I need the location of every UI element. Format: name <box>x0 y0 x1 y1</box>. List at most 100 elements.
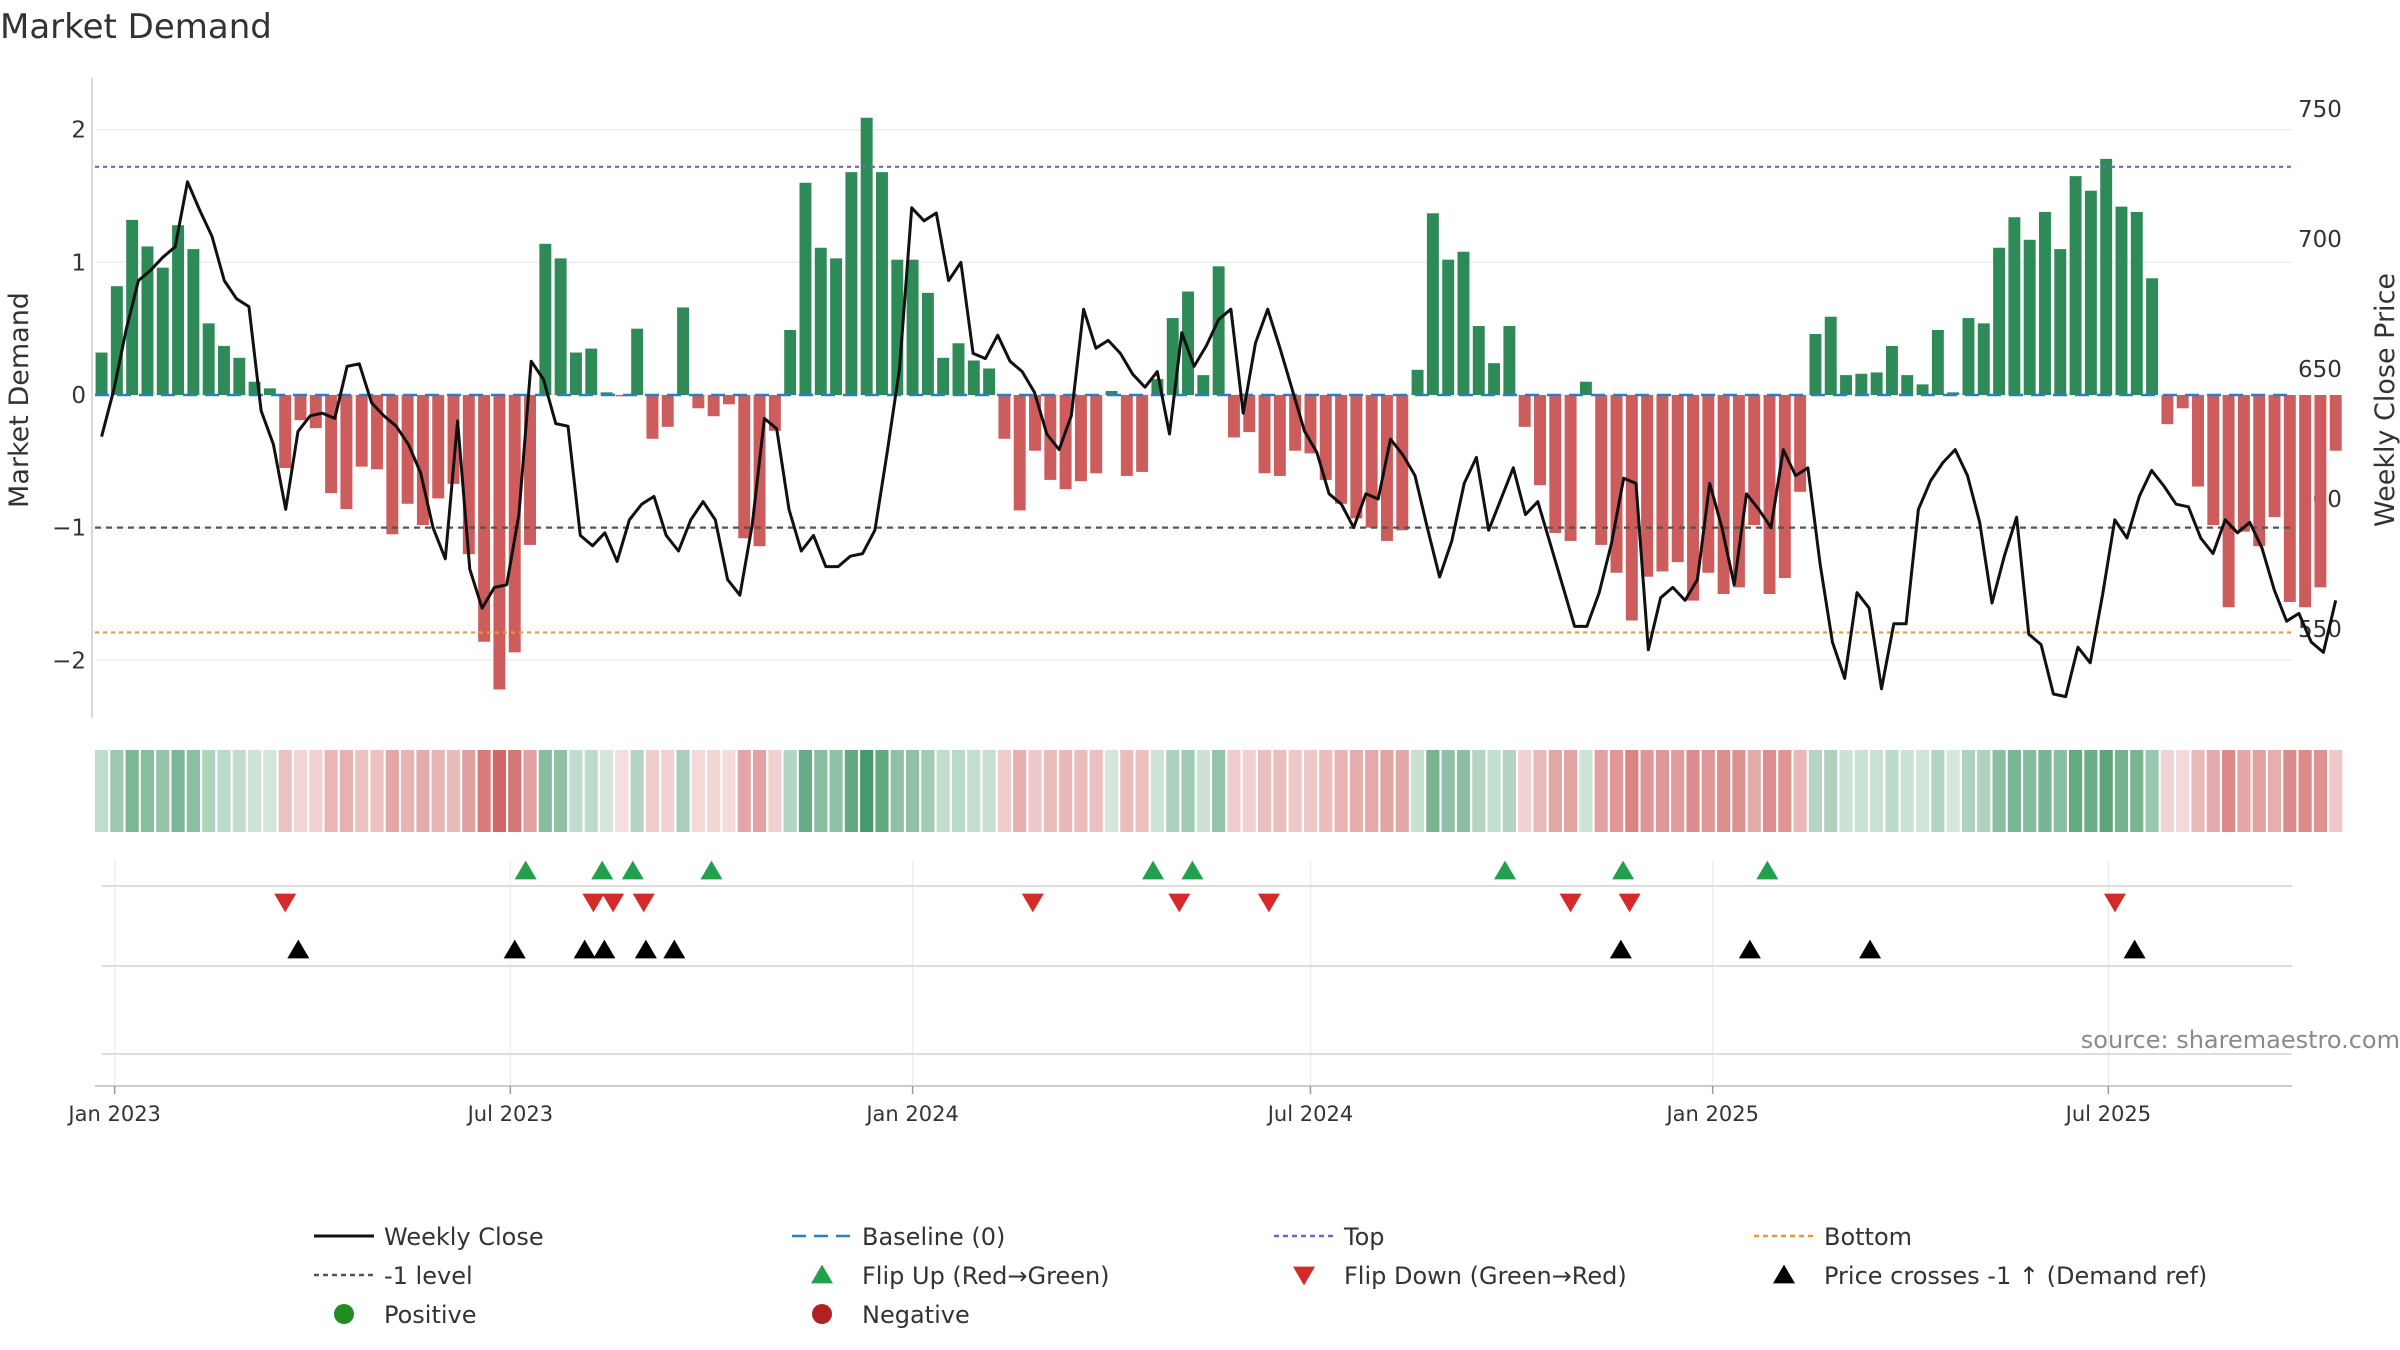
negative-demand-bar <box>1732 395 1745 588</box>
positive-demand-bar <box>1947 392 1960 395</box>
negative-demand-bar <box>722 395 735 405</box>
positive-demand-bar <box>600 392 613 395</box>
positive-demand-bar <box>983 368 996 395</box>
negative-demand-bar <box>386 395 399 535</box>
heat-strip-cell <box>2099 750 2113 832</box>
positive-demand-bar <box>799 182 812 395</box>
flip-up-marker <box>1142 860 1165 880</box>
negative-demand-bar <box>998 395 1011 439</box>
flip-down-marker <box>274 893 297 913</box>
price-cross-marker <box>663 939 686 959</box>
heat-strip-cell <box>1747 750 1761 832</box>
heat-strip-cell <box>1900 750 1914 832</box>
negative-demand-bar <box>1335 395 1348 504</box>
legend-label: Flip Up (Red→Green) <box>862 1262 1110 1290</box>
heat-strip-cell <box>661 750 675 832</box>
price-cross-marker <box>1738 939 1761 959</box>
negative-demand-bar <box>1641 395 1654 577</box>
heat-strip-cell <box>1028 750 1042 832</box>
positive-demand-bar <box>2146 278 2159 395</box>
heat-strip-cell <box>967 750 981 832</box>
positive-demand-bar <box>1182 291 1195 395</box>
flip-down-marker <box>602 893 625 913</box>
heat-strip-cell <box>431 750 445 832</box>
heat-strip-cell <box>2023 750 2037 832</box>
positive-demand-bar <box>1977 323 1990 395</box>
legend-label: Bottom <box>1824 1223 1912 1251</box>
heat-strip-cell <box>1349 750 1363 832</box>
flip-down-marker <box>1257 893 1280 913</box>
heat-strip-cell <box>584 750 598 832</box>
heat-strip-cell <box>477 750 491 832</box>
heat-strip-cell <box>1013 750 1027 832</box>
flip-up-marker <box>591 860 614 880</box>
positive-demand-bar <box>921 292 934 395</box>
heat-strip-cell <box>2160 750 2174 832</box>
heat-strip-cell <box>385 750 399 832</box>
heat-strip-cell <box>2267 750 2282 832</box>
heat-strip-cell <box>691 750 705 832</box>
positive-demand-bar <box>1824 316 1837 395</box>
negative-demand-bar <box>2253 395 2266 547</box>
x-axis: Jan 2023 Jul 2023 Jan 2024 Jul 2024 Jan 2025… <box>66 1085 2292 1126</box>
heat-strip-cell <box>1273 750 1287 832</box>
heat-strip-cell <box>1166 750 1180 832</box>
negative-demand-bar <box>462 395 475 555</box>
heat-strip-cell <box>278 750 292 832</box>
flip-down-marker <box>632 893 655 913</box>
flip-down-marker <box>1168 893 1191 913</box>
heat-strip-cell <box>1915 750 1930 832</box>
positive-demand-bar <box>263 388 276 395</box>
positive-demand-bar <box>569 352 582 395</box>
heat-strip-cell <box>1303 750 1318 832</box>
negative-demand-bar <box>1120 395 1133 476</box>
y-tick-label: −2 <box>52 648 86 674</box>
heat-strip-cell <box>232 750 246 832</box>
positive-demand-bar <box>172 225 185 395</box>
heat-strip-cell <box>1548 750 1562 832</box>
heat-strip-cell <box>752 750 767 832</box>
heat-strip-cell <box>416 750 430 832</box>
price-cross-marker <box>593 939 616 959</box>
positive-demand-bar <box>814 247 827 395</box>
heat-strip-cell <box>2206 750 2220 832</box>
negative-demand-bar <box>508 395 521 653</box>
positive-demand-bar <box>1901 375 1914 395</box>
negative-demand-bar <box>325 395 338 494</box>
negative-demand-bar <box>2299 395 2312 608</box>
heat-strip-cell <box>1564 750 1578 832</box>
negative-demand-bar <box>294 395 307 421</box>
positive-demand-bar <box>2130 211 2143 395</box>
positive-demand-bar <box>110 286 123 395</box>
heat-strip-cell <box>1839 750 1853 832</box>
positive-demand-bar <box>1809 333 1822 395</box>
negative-demand-bar <box>1074 395 1087 482</box>
heat-strip-cell <box>309 750 323 832</box>
heat-strip-cell <box>2298 750 2312 832</box>
positive-demand-bar <box>1855 373 1868 395</box>
positive-demand-bar <box>952 343 965 395</box>
negative-demand-bar <box>1717 395 1730 594</box>
negative-demand-bar <box>1029 395 1041 451</box>
negative-demand-bar <box>1549 395 1562 533</box>
negative-demand-bar <box>340 395 353 510</box>
positive-demand-bar <box>1503 326 1516 395</box>
x-tick-label: Jan 2023 <box>66 1102 161 1126</box>
negative-demand-bar <box>2207 395 2220 525</box>
heat-strip-cell <box>1870 750 1884 832</box>
heat-strip-cell <box>599 750 614 832</box>
negative-demand-bar <box>478 395 491 642</box>
negative-demand-bar <box>646 395 659 439</box>
price-cross-marker <box>1859 939 1882 959</box>
heat-strip-cell <box>1380 750 1394 832</box>
positive-demand-bar <box>2023 239 2036 395</box>
heat-strip-cell <box>2252 750 2266 832</box>
heat-strip-cell <box>2176 750 2190 832</box>
negative-demand-bar <box>1258 395 1271 474</box>
positive-demand-bar <box>2115 206 2128 395</box>
price-cross-marker <box>634 939 657 959</box>
heat-strip-cell <box>186 750 200 832</box>
heat-strip-cell <box>2053 750 2067 832</box>
heat-strip-cell <box>446 750 461 832</box>
heat-strip-cell <box>1319 750 1333 832</box>
